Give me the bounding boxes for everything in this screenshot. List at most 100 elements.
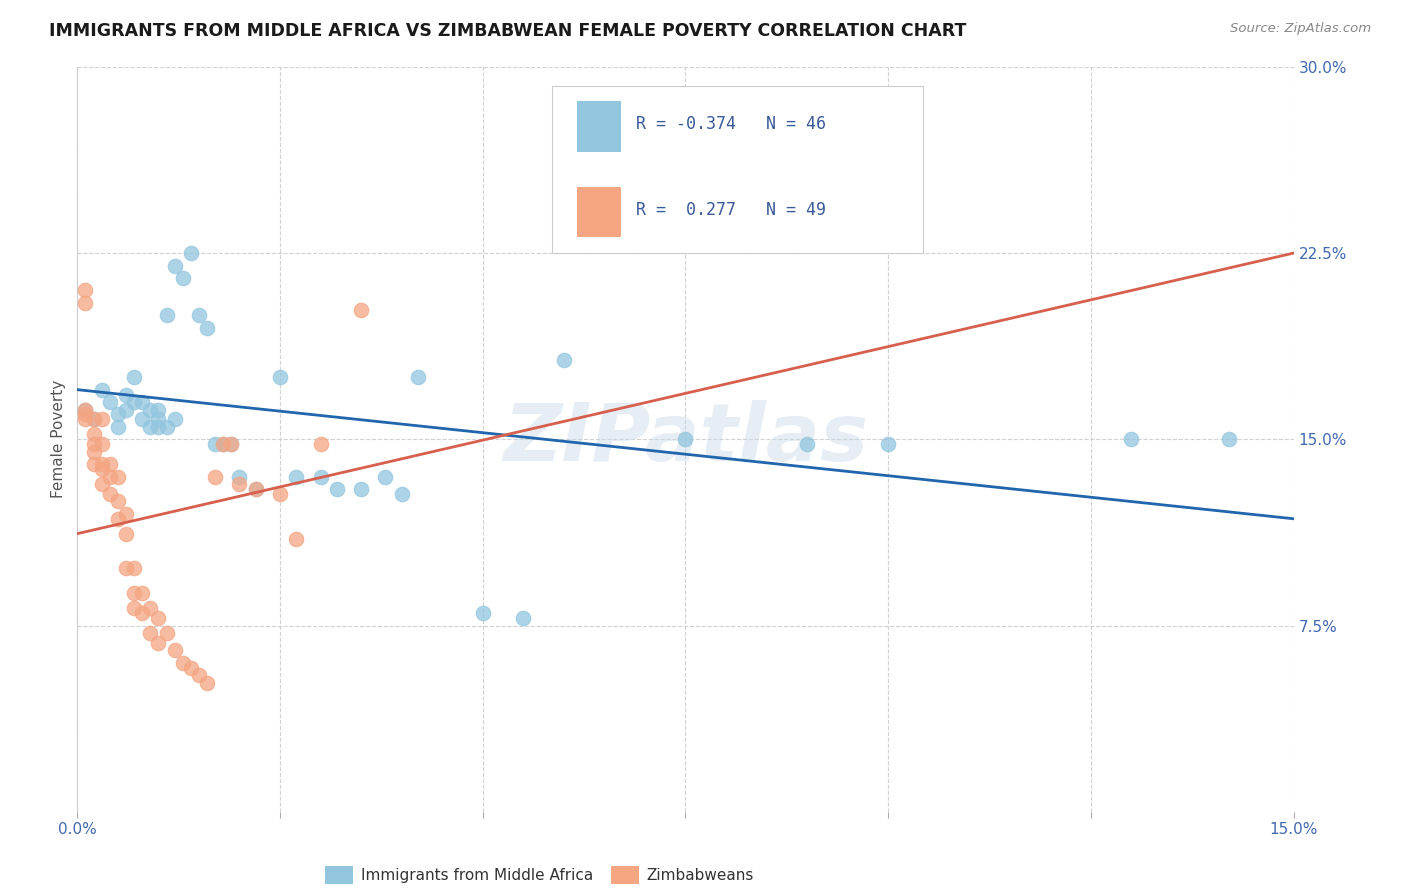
Point xyxy=(796,437,818,451)
Point xyxy=(553,352,575,367)
Point xyxy=(155,308,177,322)
Point xyxy=(139,626,162,640)
Point xyxy=(221,437,243,451)
Point xyxy=(131,606,153,620)
Point xyxy=(115,402,138,417)
Point xyxy=(374,469,396,483)
Point xyxy=(221,437,243,451)
Text: Source: ZipAtlas.com: Source: ZipAtlas.com xyxy=(1230,22,1371,36)
Point xyxy=(269,370,291,384)
Point xyxy=(228,477,250,491)
FancyBboxPatch shape xyxy=(551,86,922,253)
Point xyxy=(285,469,308,483)
Point xyxy=(212,437,235,451)
Point xyxy=(204,437,226,451)
Text: IMMIGRANTS FROM MIDDLE AFRICA VS ZIMBABWEAN FEMALE POVERTY CORRELATION CHART: IMMIGRANTS FROM MIDDLE AFRICA VS ZIMBABW… xyxy=(49,22,966,40)
Point xyxy=(83,437,105,451)
Point xyxy=(139,402,162,417)
Point xyxy=(163,412,186,426)
Point xyxy=(83,457,105,471)
Point xyxy=(98,395,121,409)
Y-axis label: Female Poverty: Female Poverty xyxy=(51,380,66,499)
Point xyxy=(1218,433,1240,447)
Point xyxy=(180,246,202,260)
Point xyxy=(98,457,121,471)
Point xyxy=(172,271,194,285)
Legend: Immigrants from Middle Africa, Zimbabweans: Immigrants from Middle Africa, Zimbabwea… xyxy=(319,860,759,890)
Point xyxy=(75,402,97,417)
Point xyxy=(98,487,121,501)
Point xyxy=(391,487,413,501)
Point xyxy=(131,395,153,409)
Point xyxy=(180,661,202,675)
Point xyxy=(148,611,170,625)
Text: R = -0.374   N = 46: R = -0.374 N = 46 xyxy=(636,115,825,133)
Point xyxy=(115,507,138,521)
Point xyxy=(107,408,129,422)
Point xyxy=(471,606,494,620)
Point xyxy=(512,611,534,625)
Point xyxy=(148,636,170,650)
Point xyxy=(83,412,105,426)
Point xyxy=(155,626,177,640)
Point xyxy=(122,370,145,384)
Point xyxy=(83,427,105,442)
Point xyxy=(90,412,112,426)
Point xyxy=(75,412,97,426)
Point xyxy=(122,586,145,600)
Point xyxy=(877,437,900,451)
Bar xyxy=(578,101,621,152)
Point xyxy=(148,412,170,426)
Point xyxy=(115,561,138,575)
Point xyxy=(269,487,291,501)
Point xyxy=(107,512,129,526)
Point xyxy=(212,437,235,451)
Point xyxy=(188,668,211,682)
Point xyxy=(90,383,112,397)
Point xyxy=(122,601,145,615)
Point xyxy=(309,469,332,483)
Point xyxy=(115,387,138,401)
Point xyxy=(131,586,153,600)
Point xyxy=(83,412,105,426)
Point xyxy=(122,395,145,409)
Point xyxy=(163,643,186,657)
Point xyxy=(98,469,121,483)
Point xyxy=(107,420,129,434)
Point xyxy=(122,561,145,575)
Point xyxy=(245,482,267,496)
Point xyxy=(90,437,112,451)
Point xyxy=(204,469,226,483)
Text: R =  0.277   N = 49: R = 0.277 N = 49 xyxy=(636,201,825,219)
Point xyxy=(406,370,429,384)
Bar xyxy=(578,186,621,237)
Point xyxy=(285,532,308,546)
Point xyxy=(195,320,218,334)
Point xyxy=(148,420,170,434)
Point xyxy=(245,482,267,496)
Point xyxy=(350,303,373,318)
Point xyxy=(350,482,373,496)
Point xyxy=(675,433,697,447)
Point xyxy=(115,526,138,541)
Point xyxy=(75,295,97,310)
Point xyxy=(796,228,818,243)
Point xyxy=(139,420,162,434)
Point xyxy=(75,284,97,298)
Point xyxy=(75,408,97,422)
Point xyxy=(188,308,211,322)
Point xyxy=(155,420,177,434)
Point xyxy=(90,477,112,491)
Point xyxy=(131,412,153,426)
Point xyxy=(83,444,105,458)
Point xyxy=(90,462,112,476)
Text: ZIPatlas: ZIPatlas xyxy=(503,401,868,478)
Point xyxy=(139,601,162,615)
Point xyxy=(75,402,97,417)
Point xyxy=(326,482,349,496)
Point xyxy=(228,469,250,483)
Point xyxy=(195,675,218,690)
Point xyxy=(163,259,186,273)
Point xyxy=(1121,433,1143,447)
Point xyxy=(107,469,129,483)
